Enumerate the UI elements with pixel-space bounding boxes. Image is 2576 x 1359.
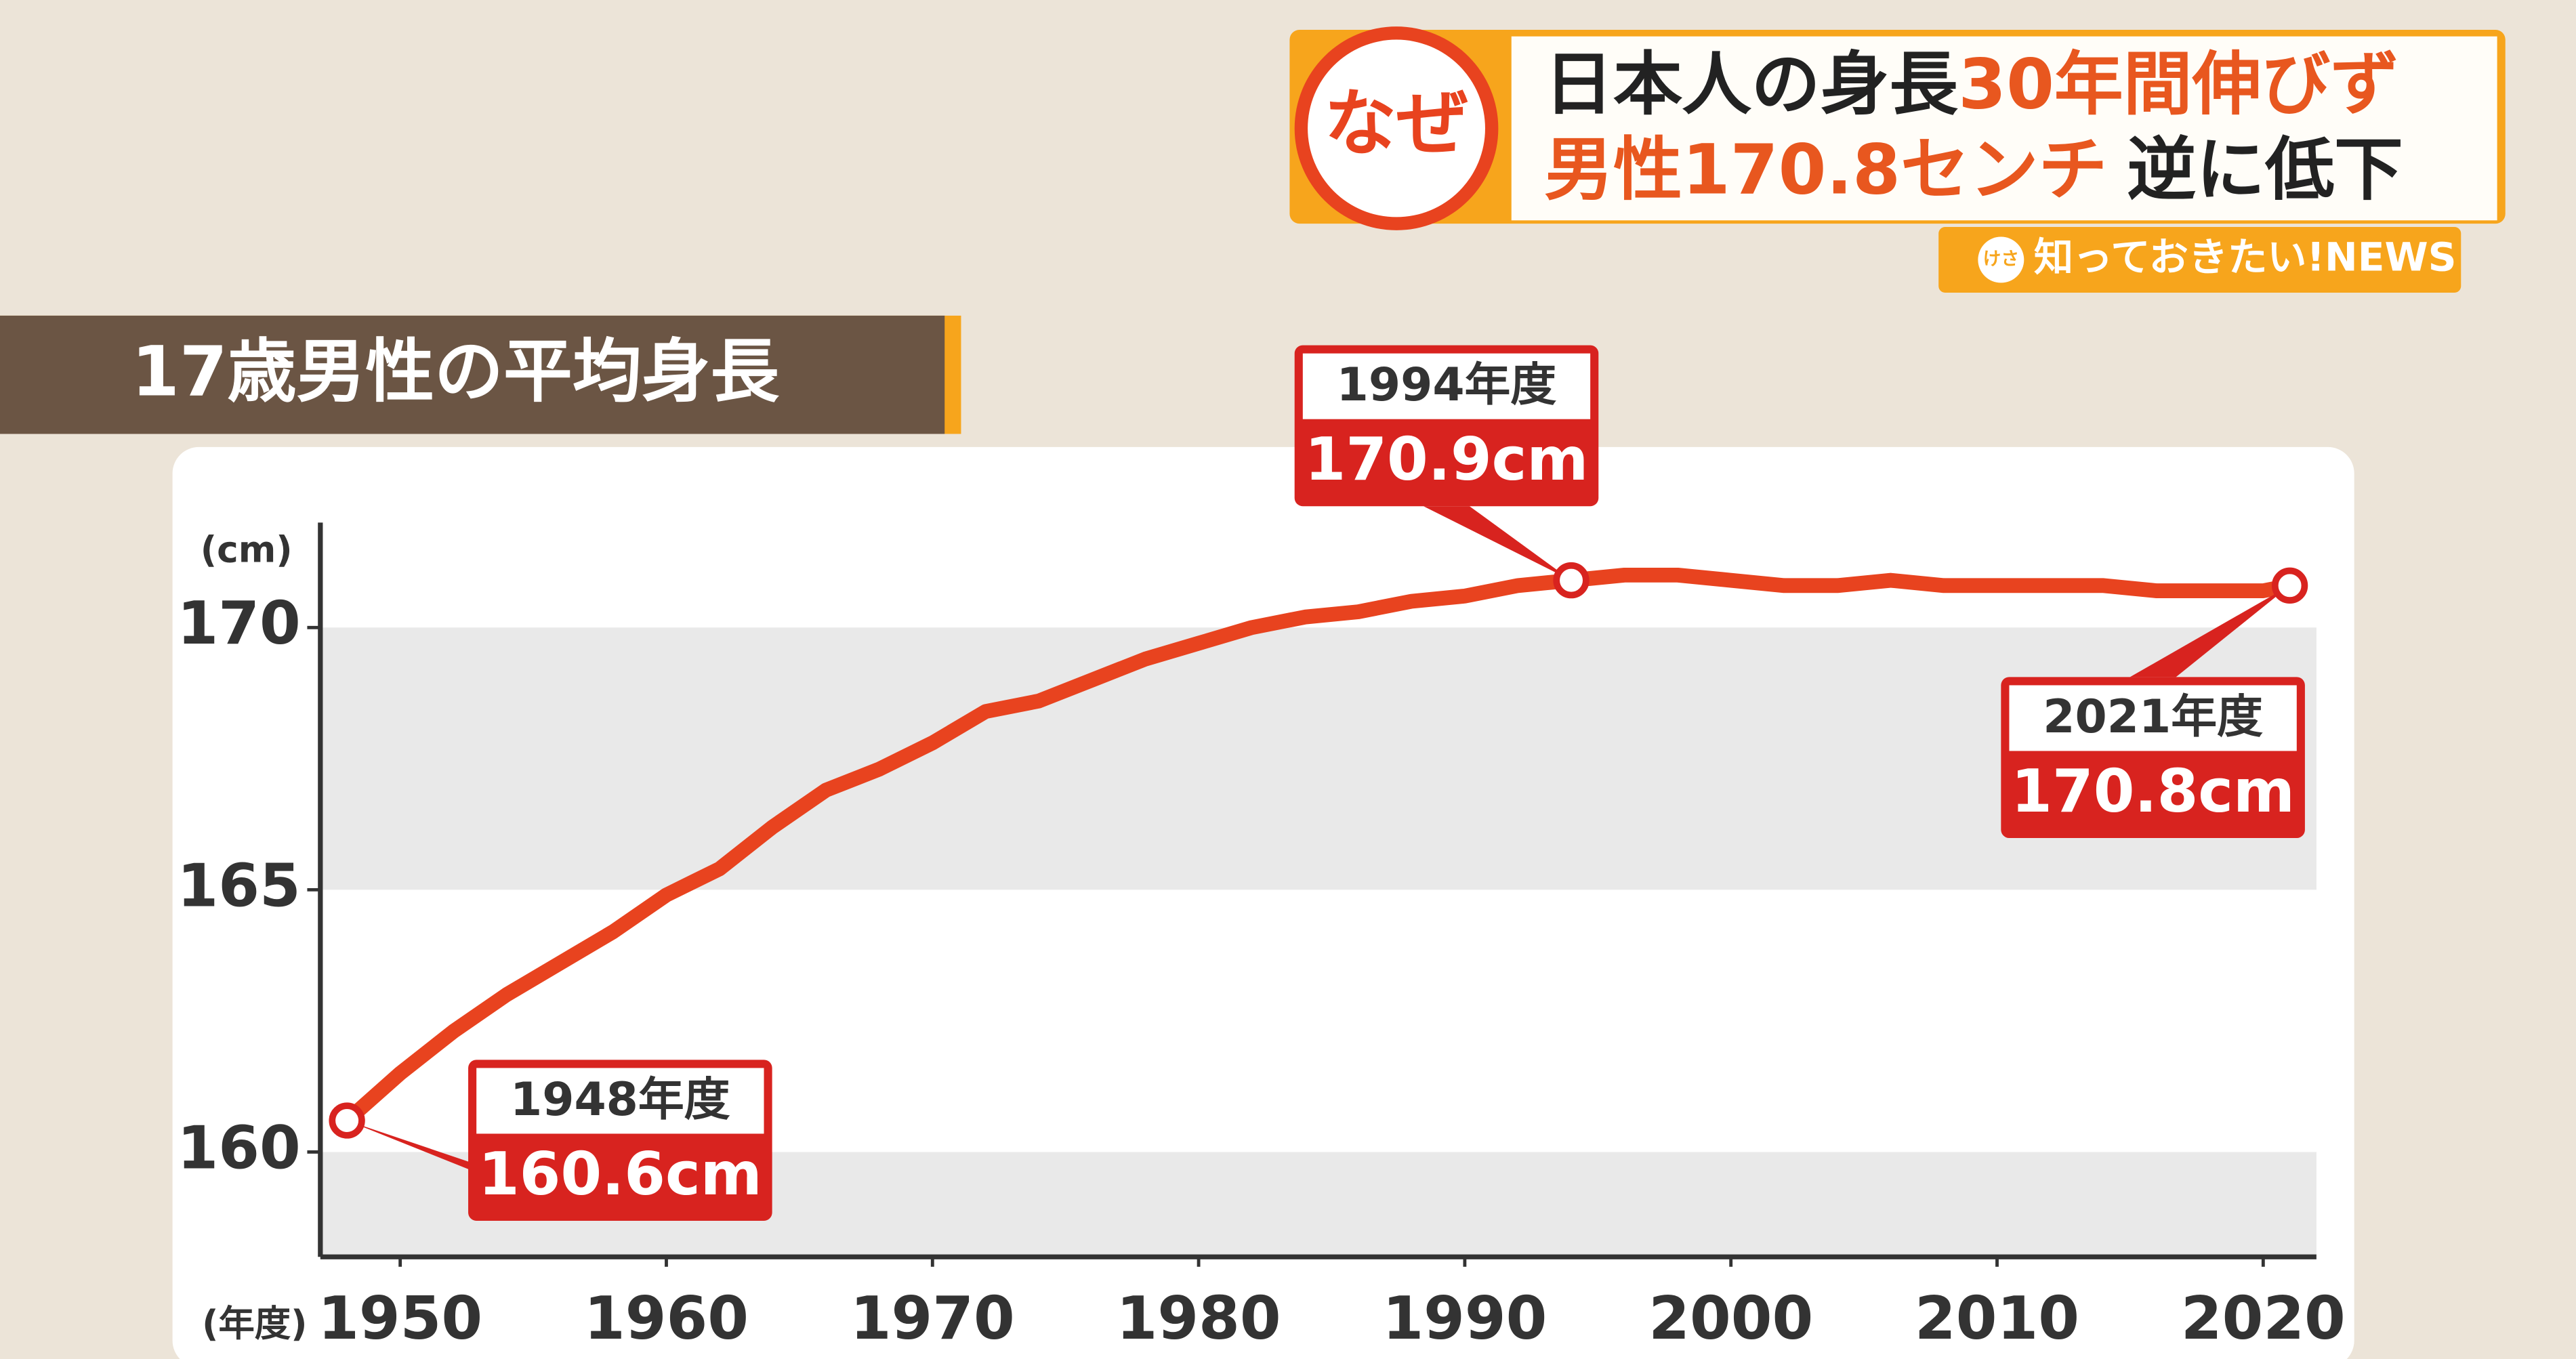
callout-label: 2021年度 bbox=[2043, 690, 2263, 744]
point-marker bbox=[1553, 562, 1590, 599]
headline-part: 男性170.8センチ bbox=[1544, 129, 2107, 210]
callout-label-bg bbox=[2009, 685, 2297, 751]
callout-label-bg bbox=[476, 1068, 764, 1134]
plot: 160 165 170 1950 1960 1970 1980 1990 2000 2010 202… bbox=[178, 345, 2346, 1353]
callout-value: 170.8cm bbox=[2011, 757, 2295, 826]
callout-label: 1994年度 bbox=[1337, 358, 1557, 412]
x-tick-label: 1980 bbox=[1117, 1284, 1281, 1353]
point-marker bbox=[329, 1102, 365, 1139]
callout-label-bg bbox=[1302, 353, 1591, 419]
header-panel bbox=[1511, 36, 2497, 221]
y-tick-label: 170 bbox=[178, 589, 301, 658]
x-tick-label: 2000 bbox=[1648, 1284, 1813, 1353]
x-tick-label: 1970 bbox=[850, 1284, 1015, 1353]
line bbox=[339, 567, 2298, 1128]
news-bar bbox=[1938, 226, 2461, 293]
point-marker bbox=[2271, 567, 2308, 604]
badge-bg bbox=[1308, 39, 1485, 217]
x-tick-label: 2020 bbox=[2181, 1284, 2346, 1353]
x-tick-label: 1960 bbox=[584, 1284, 749, 1353]
band bbox=[320, 627, 2317, 890]
callout-label: 1948年度 bbox=[510, 1073, 730, 1127]
chart-title: 17歳男性の平均身長 bbox=[131, 331, 780, 412]
y-tick-label: 160 bbox=[178, 1113, 301, 1182]
y-axis-label: (cm) bbox=[201, 528, 293, 571]
news-label: 知っておきたい!NEWS bbox=[2034, 234, 2457, 280]
title-bar bbox=[0, 315, 945, 434]
callout-value: 160.6cm bbox=[478, 1140, 762, 1209]
badge: なぜ bbox=[1324, 82, 1468, 166]
news-icon bbox=[1978, 236, 2024, 283]
headline-part: 日本人の身長 bbox=[1544, 44, 1958, 125]
headline-part: 30年間伸びず bbox=[1958, 44, 2399, 125]
callout-pointer bbox=[2130, 585, 2290, 677]
callout-value: 170.9cm bbox=[1305, 425, 1589, 494]
news-icon-label: けさ bbox=[1983, 249, 2019, 270]
x-tick-label: 1990 bbox=[1382, 1284, 1547, 1353]
headline-part: 逆に低下 bbox=[2127, 129, 2403, 210]
x-tick-label: 1950 bbox=[318, 1284, 482, 1353]
y-tick-label: 165 bbox=[178, 851, 301, 920]
x-axis-label: (年度) bbox=[202, 1302, 307, 1345]
headline-2: 男性170.8センチ 逆に低下 bbox=[1544, 129, 2403, 210]
headline-1: 日本人の身長30年間伸びず bbox=[1544, 44, 2399, 125]
x-tick-label: 2010 bbox=[1915, 1284, 2079, 1353]
